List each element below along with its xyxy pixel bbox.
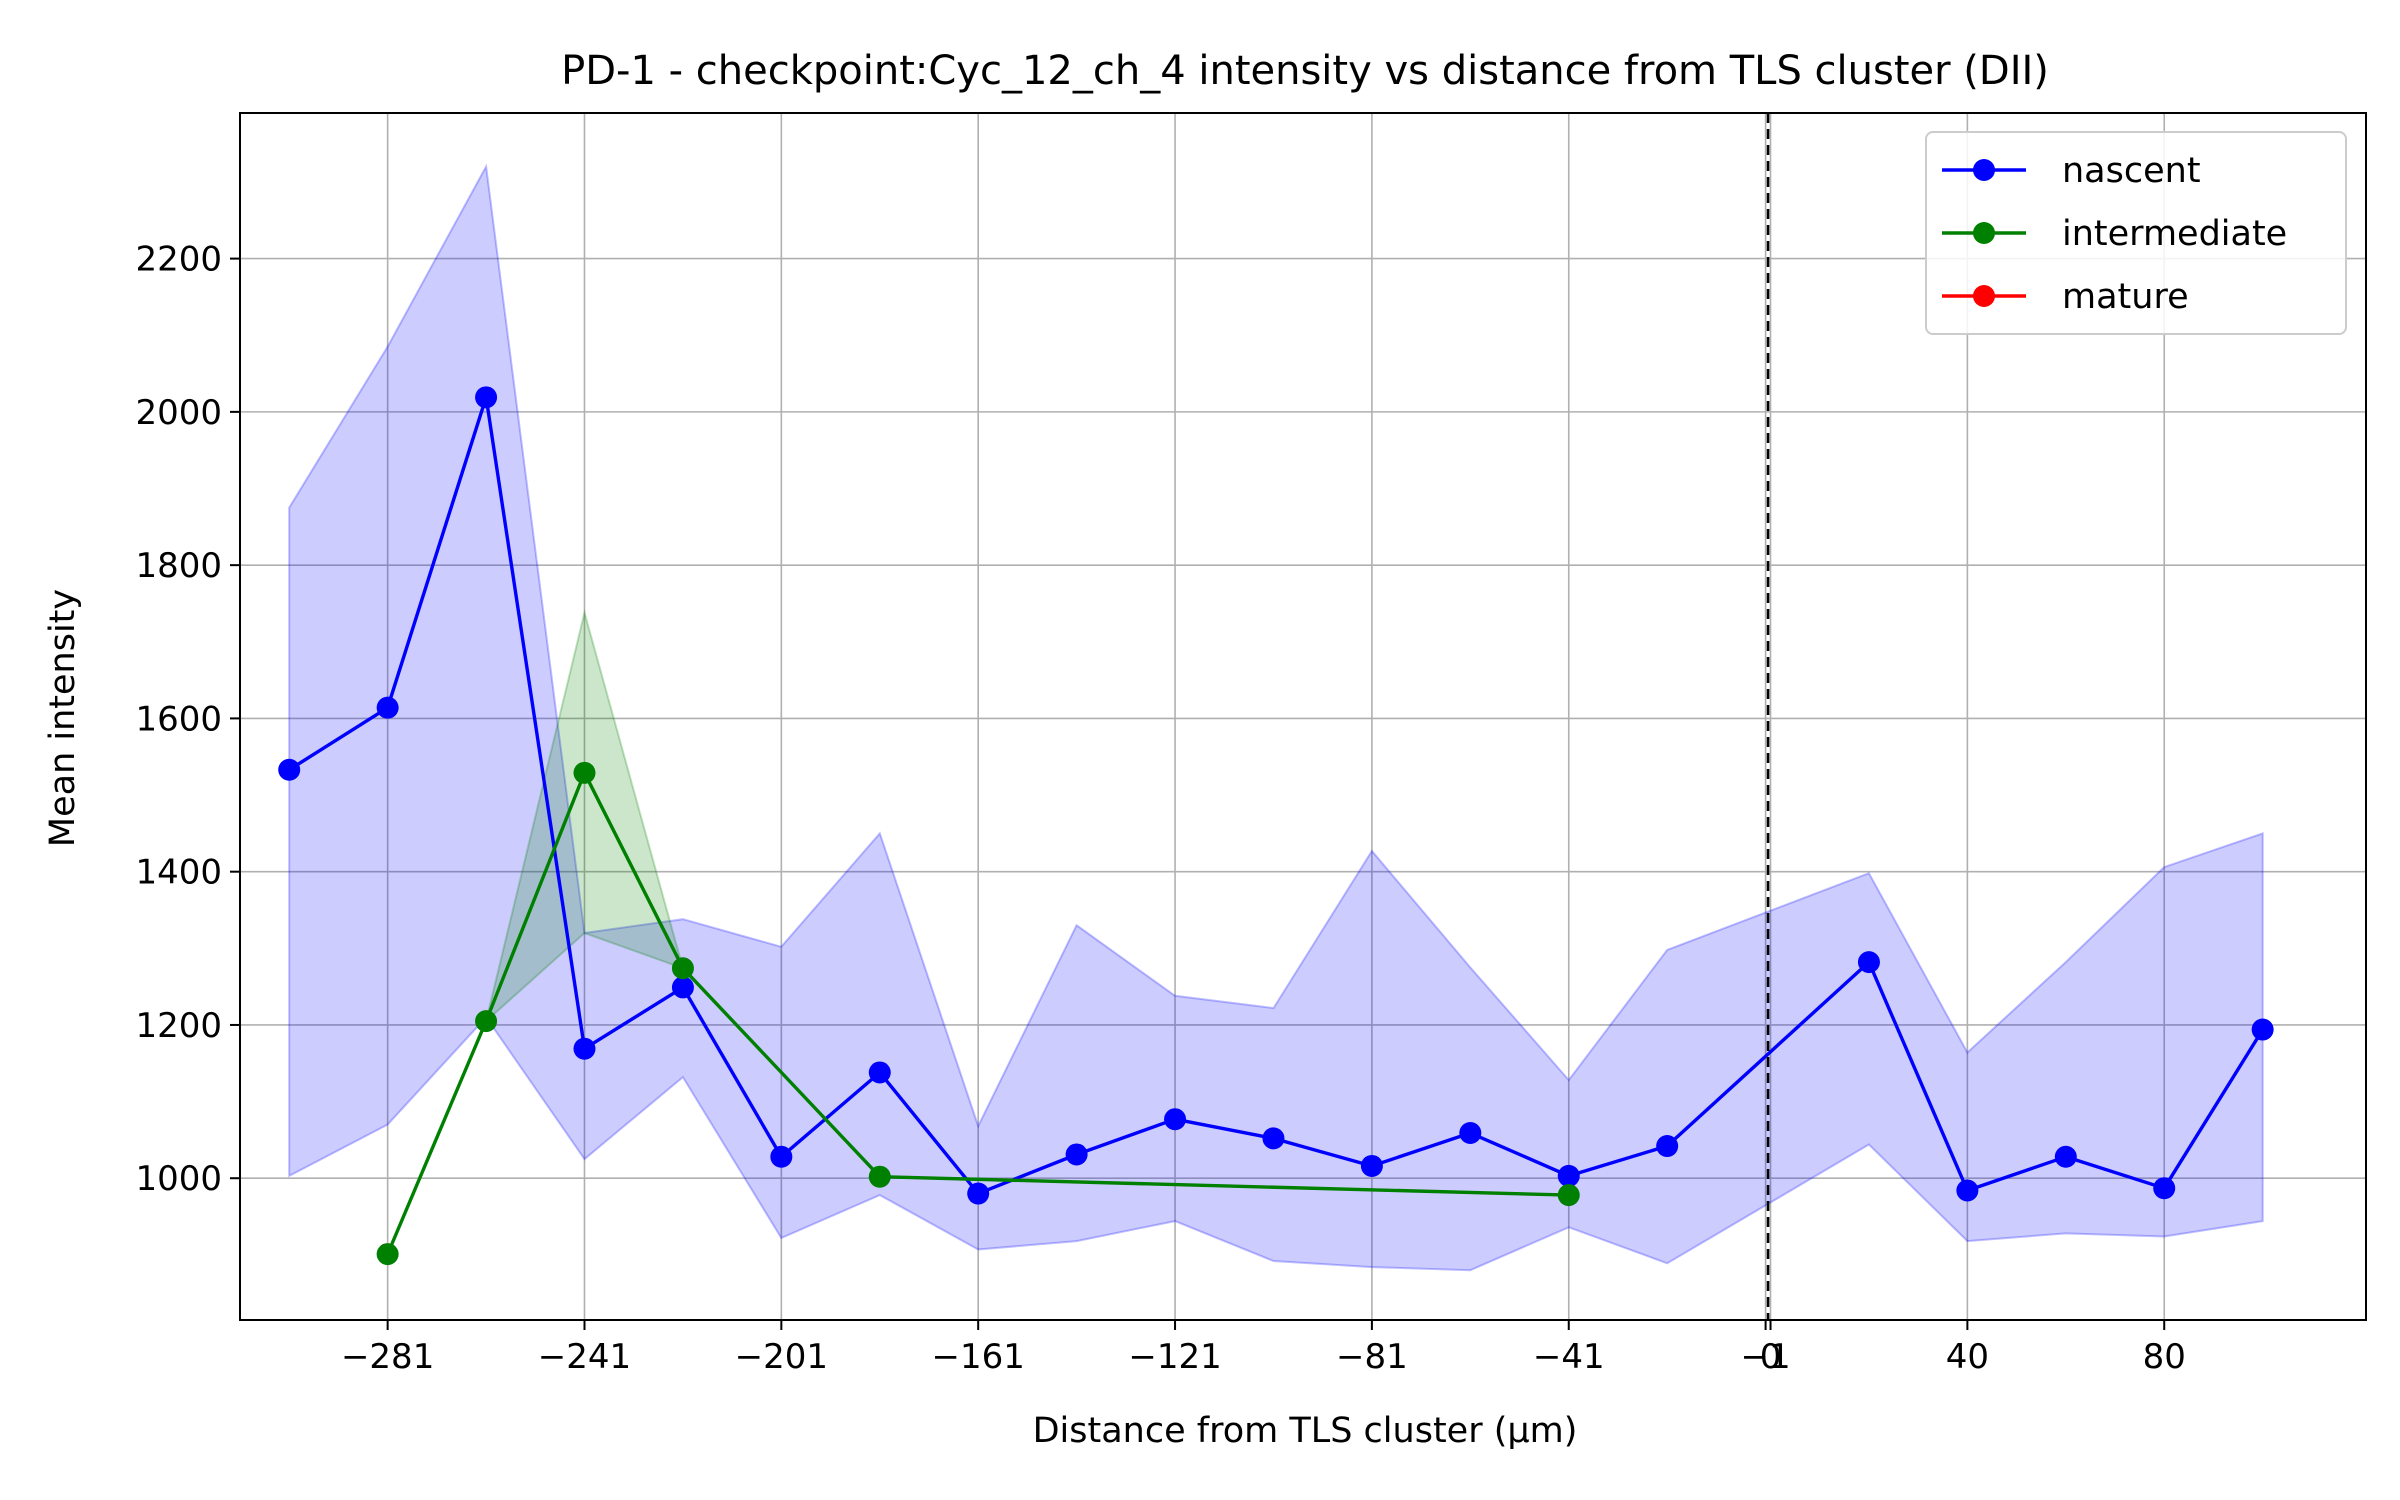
intermediate-point xyxy=(475,1010,498,1033)
nascent-point xyxy=(278,758,301,781)
y-tick-label: 1600 xyxy=(135,699,222,739)
x-tick-label: 80 xyxy=(2143,1337,2186,1377)
nascent-point xyxy=(1857,951,1880,974)
chart-title: PD-1 - checkpoint:Cyc_12_ch_4 intensity … xyxy=(561,48,2049,94)
plot-frame xyxy=(239,112,2367,1321)
x-tick-label: −121 xyxy=(1128,1337,1221,1377)
x-tick-label: −41 xyxy=(1533,1337,1605,1377)
nascent-point xyxy=(2054,1145,2077,1168)
legend-box xyxy=(1925,131,2347,335)
legend-marker-nascent xyxy=(1973,159,1995,181)
nascent-point xyxy=(1262,1127,1285,1150)
y-tick-label: 2200 xyxy=(135,240,222,280)
x-tick-label: −201 xyxy=(735,1337,828,1377)
legend-label-intermediate: intermediate xyxy=(2062,214,2287,254)
nascent-point xyxy=(671,976,694,999)
nascent-point xyxy=(1164,1108,1187,1131)
x-tick-label: −81 xyxy=(1336,1337,1408,1377)
intermediate-point xyxy=(868,1165,891,1188)
legend-marker-mature xyxy=(1973,285,1995,307)
x-tick-label: −1 xyxy=(1741,1337,1791,1377)
nascent-point xyxy=(1360,1154,1383,1177)
nascent-point xyxy=(475,386,498,409)
nascent-point xyxy=(868,1061,891,1084)
intermediate-point xyxy=(1557,1184,1580,1207)
nascent-point xyxy=(770,1145,793,1168)
y-tick-label: 1200 xyxy=(135,1006,222,1046)
legend: nascent intermediate mature xyxy=(1925,131,2347,335)
nascent-point xyxy=(1557,1164,1580,1187)
legend-marker-intermediate xyxy=(1973,222,1995,244)
x-tick-label: −241 xyxy=(538,1337,631,1377)
nascent-point xyxy=(573,1037,596,1060)
x-axis-label: Distance from TLS cluster (μm) xyxy=(1033,1411,1578,1451)
y-axis-label: Mean intensity xyxy=(43,589,83,847)
nascent-point xyxy=(1956,1179,1979,1202)
intermediate-point xyxy=(573,761,596,784)
nascent-point xyxy=(967,1182,990,1205)
intermediate-line xyxy=(386,771,1569,1255)
nascent-point xyxy=(1656,1135,1679,1158)
x-tick-label: 40 xyxy=(1946,1337,1989,1377)
y-axis-ticks: 1000 1200 1400 1600 1800 2000 2200 xyxy=(135,240,240,1199)
nascent-point xyxy=(2251,1018,2274,1041)
nascent-point xyxy=(1065,1143,1088,1166)
x-tick-label: −161 xyxy=(931,1337,1024,1377)
nascent-point xyxy=(2153,1177,2176,1200)
x-tick-label: −281 xyxy=(341,1337,434,1377)
nascent-point xyxy=(376,696,399,719)
plot-area xyxy=(239,112,2367,1321)
y-tick-label: 1400 xyxy=(135,853,222,893)
legend-label-mature: mature xyxy=(2062,277,2189,317)
grid xyxy=(240,113,2366,1320)
y-tick-label: 1800 xyxy=(135,546,222,586)
nascent-line xyxy=(288,395,2265,1196)
intermediate-point xyxy=(376,1243,399,1266)
x-tick-label: 0 xyxy=(1760,1337,1782,1377)
intermediate-point xyxy=(671,957,694,980)
y-tick-label: 2000 xyxy=(135,393,222,433)
nascent-point xyxy=(1459,1122,1482,1145)
legend-label-nascent: nascent xyxy=(2062,151,2201,191)
y-tick-label: 1000 xyxy=(135,1159,222,1199)
series-lines xyxy=(278,386,2274,1266)
x-axis-ticks: −281 −241 −201 −161 −121 −81 −41 −10 40 80 xyxy=(341,1320,2186,1377)
